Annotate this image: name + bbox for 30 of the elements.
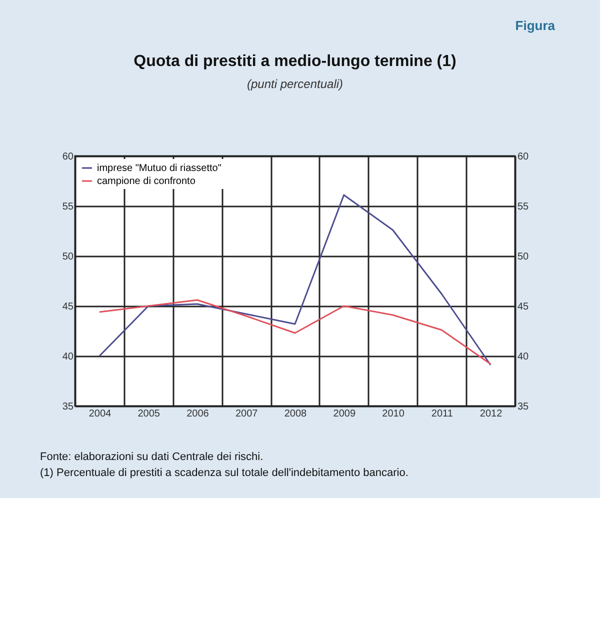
y-tick-label: 60 xyxy=(62,152,74,162)
line-series xyxy=(98,194,492,366)
y2-tick-label: 45 xyxy=(518,302,530,312)
x-tick-label: 2005 xyxy=(138,408,160,420)
y-tick-label: 40 xyxy=(62,352,74,362)
y-tick-label: 35 xyxy=(62,402,74,412)
x-tick-label: 2008 xyxy=(284,408,308,420)
legend-label: imprese "Mutuo di riassetto" xyxy=(97,163,222,174)
x-tick-label: 2010 xyxy=(382,408,405,420)
x-tick-label: 2009 xyxy=(333,408,356,420)
x-tick-label: 2007 xyxy=(235,408,258,420)
y2-tick-label: 40 xyxy=(518,352,530,362)
line-series xyxy=(98,299,492,365)
y2-tick-label: 55 xyxy=(518,202,530,212)
y2-tick-label: 60 xyxy=(518,152,530,162)
chart-subtitle: (punti percentuali) xyxy=(246,77,344,91)
y-tick-label: 45 xyxy=(62,302,74,312)
x-tick-label: 2006 xyxy=(186,408,210,420)
x-tick-label: 2011 xyxy=(431,408,454,420)
y-tick-label: 55 xyxy=(62,202,74,212)
source-note: Fonte: elaborazioni su dati Centrale dei rischi. xyxy=(40,451,264,463)
text: Figura xyxy=(515,18,556,33)
chart-title: Quota di prestiti a medio-lungo termine (1) xyxy=(134,53,456,70)
text: (1) Percentuale di prestiti a scadenza sul totale dell'indebitamento bancario. xyxy=(40,467,408,479)
y2-tick-label: 50 xyxy=(518,252,530,262)
x-tick-label: 2004 xyxy=(88,408,112,420)
legend-label: campione di confronto xyxy=(97,176,196,187)
y-tick-label: 50 xyxy=(62,252,74,262)
y2-tick-label: 35 xyxy=(518,402,530,412)
x-tick-label: 2012 xyxy=(480,408,503,420)
